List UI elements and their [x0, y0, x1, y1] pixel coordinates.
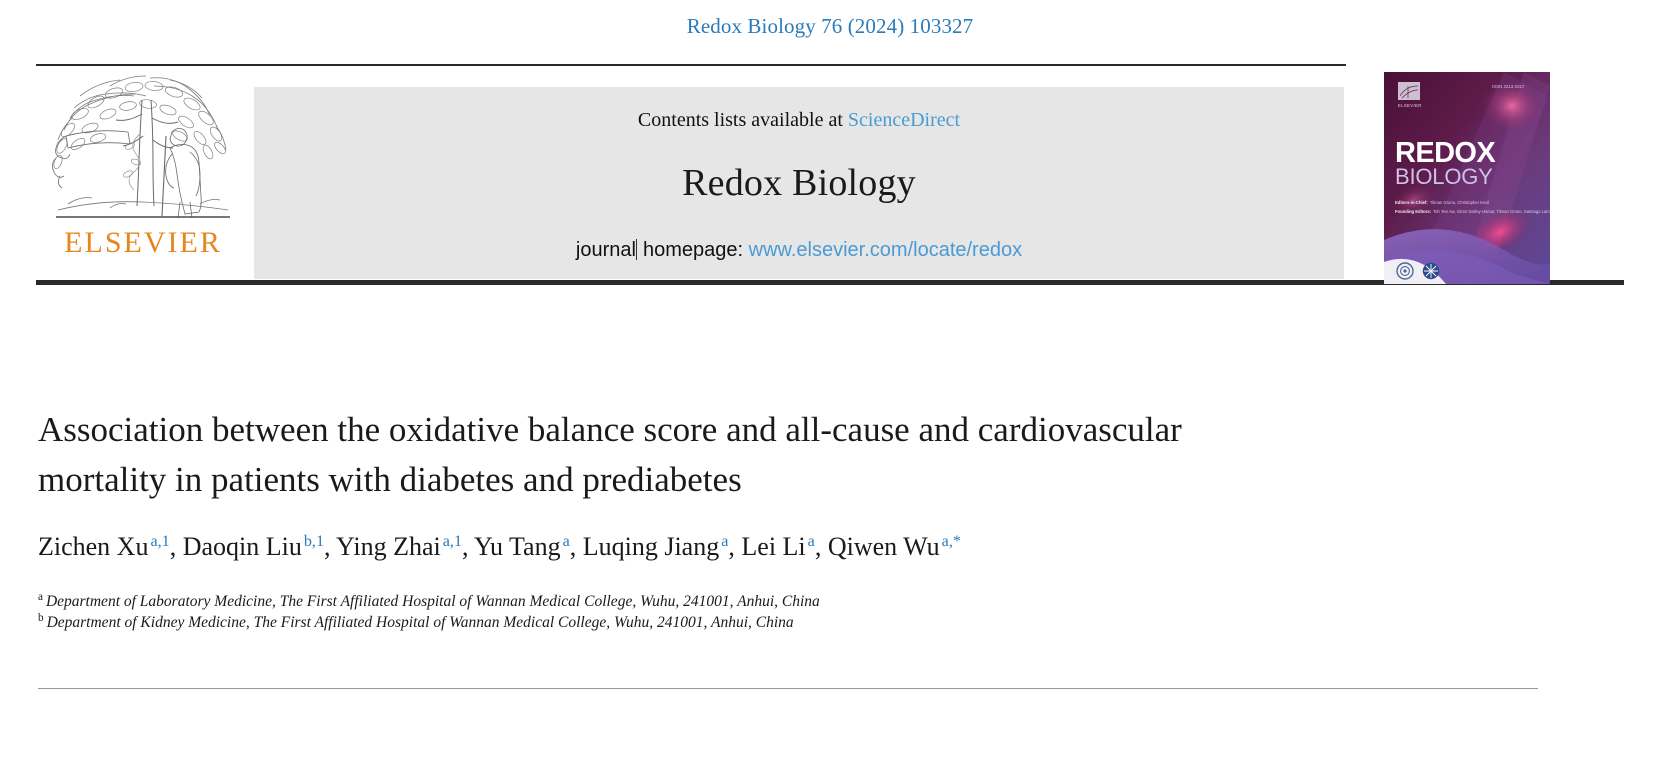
author-name: Zichen Xu [38, 532, 149, 562]
author-separator: , [814, 532, 828, 562]
author-affiliation-mark: a,1 [442, 532, 462, 550]
homepage-label-part1: journal [575, 239, 636, 261]
author-affiliation-mark: b,1 [303, 532, 324, 550]
author-entry: Daoqin Liu b,1, [183, 532, 336, 561]
affiliation-mark: a [38, 591, 43, 604]
journal-cover-artwork: ELSEVIER ISSN 2213-2317 REDOX BIOLOGY Ed… [1384, 72, 1550, 284]
author-affiliation-mark: a,* [941, 532, 961, 550]
svg-text:BIOLOGY: BIOLOGY [1395, 164, 1493, 189]
running-head-citation: Redox Biology 76 (2024) 103327 [686, 14, 974, 38]
affiliation-item: b Department of Kidney Medicine, The Firs… [38, 612, 1538, 633]
author-separator: , [462, 532, 475, 562]
journal-masthead: ELSEVIER Contents lists available at Sci… [36, 64, 1624, 285]
svg-text:REDOX: REDOX [1395, 137, 1496, 169]
author-entry: Lei Li a, [741, 532, 827, 561]
text-cursor-caret [635, 239, 638, 260]
elsevier-wordmark: ELSEVIER [64, 226, 222, 259]
journal-cover-thumbnail[interactable]: ELSEVIER ISSN 2213-2317 REDOX BIOLOGY Ed… [1384, 72, 1550, 284]
svg-text:ISSN 2213-2317: ISSN 2213-2317 [1492, 84, 1525, 89]
author-affiliation-mark: a [807, 532, 815, 550]
author-name: Qiwen Wu [827, 532, 940, 562]
journal-homepage-line: journal homepage: www.elsevier.com/locat… [254, 239, 1344, 262]
affiliation-mark: b [38, 612, 44, 625]
affiliation-item: a Department of Laboratory Medicine, The … [38, 591, 1538, 612]
author-affiliation-mark: a,1 [150, 532, 170, 550]
elsevier-logo: ELSEVIER [40, 74, 246, 274]
author-entry: Zichen Xu a,1, [38, 532, 183, 561]
elsevier-tree-icon [52, 75, 230, 219]
masthead-bottom-rule [36, 280, 1624, 285]
author-separator: , [728, 532, 742, 562]
contents-prefix-text: Contents lists available at [637, 109, 848, 131]
author-affiliation-mark: a [562, 532, 570, 550]
journal-title: Redox Biology [682, 162, 916, 204]
journal-banner: Contents lists available at ScienceDirec… [254, 87, 1344, 279]
article-title: Association between the oxidative balanc… [38, 410, 1182, 500]
author-entry: Yu Tang a, [474, 532, 583, 561]
masthead-row: ELSEVIER Contents lists available at Sci… [36, 66, 1624, 284]
svg-text:Founding Editors:Toh Yee Aw, V: Founding Editors: Toh Yee Aw, Victor Darl… [1395, 209, 1550, 214]
author-name: Ying Zhai [336, 532, 441, 562]
svg-text:Editors-in-Chief:Tilman Grune,: Editors-in-Chief: Tilman Grune, Christoph… [1395, 200, 1489, 205]
author-entry: Luqing Jiang a, [583, 532, 742, 561]
author-entry: Ying Zhai a,1, [336, 532, 474, 561]
affiliation-list: a Department of Laboratory Medicine, The … [38, 591, 1538, 633]
author-name: Daoqin Liu [182, 532, 302, 562]
author-separator: , [324, 532, 337, 562]
homepage-label-part2: homepage: [637, 239, 749, 261]
author-name: Lei Li [741, 532, 806, 562]
author-separator: , [169, 532, 183, 562]
author-name: Luqing Jiang [582, 532, 720, 562]
author-affiliation-mark: a [721, 532, 729, 550]
author-list: Zichen Xu a,1, Daoqin Liu b,1, Ying Zhai a,… [38, 529, 1198, 565]
masthead-top-rule [36, 64, 1346, 66]
journal-homepage-link[interactable]: www.elsevier.com/locate/redox [748, 239, 1023, 261]
affiliation-text: Department of Laboratory Medicine, The F… [45, 593, 820, 611]
author-entry: Qiwen Wu a,* [828, 532, 961, 561]
svg-text:ELSEVIER: ELSEVIER [1398, 103, 1422, 108]
sciencedirect-link[interactable]: ScienceDirect [847, 109, 961, 131]
contents-lists-line: Contents lists available at ScienceDirec… [254, 87, 1344, 132]
author-name: Yu Tang [474, 532, 561, 562]
article-header: Association between the oxidative balanc… [38, 382, 1538, 633]
author-separator: , [569, 532, 583, 562]
affiliation-text: Department of Kidney Medicine, The First… [46, 614, 794, 632]
article-bottom-rule [38, 688, 1538, 689]
